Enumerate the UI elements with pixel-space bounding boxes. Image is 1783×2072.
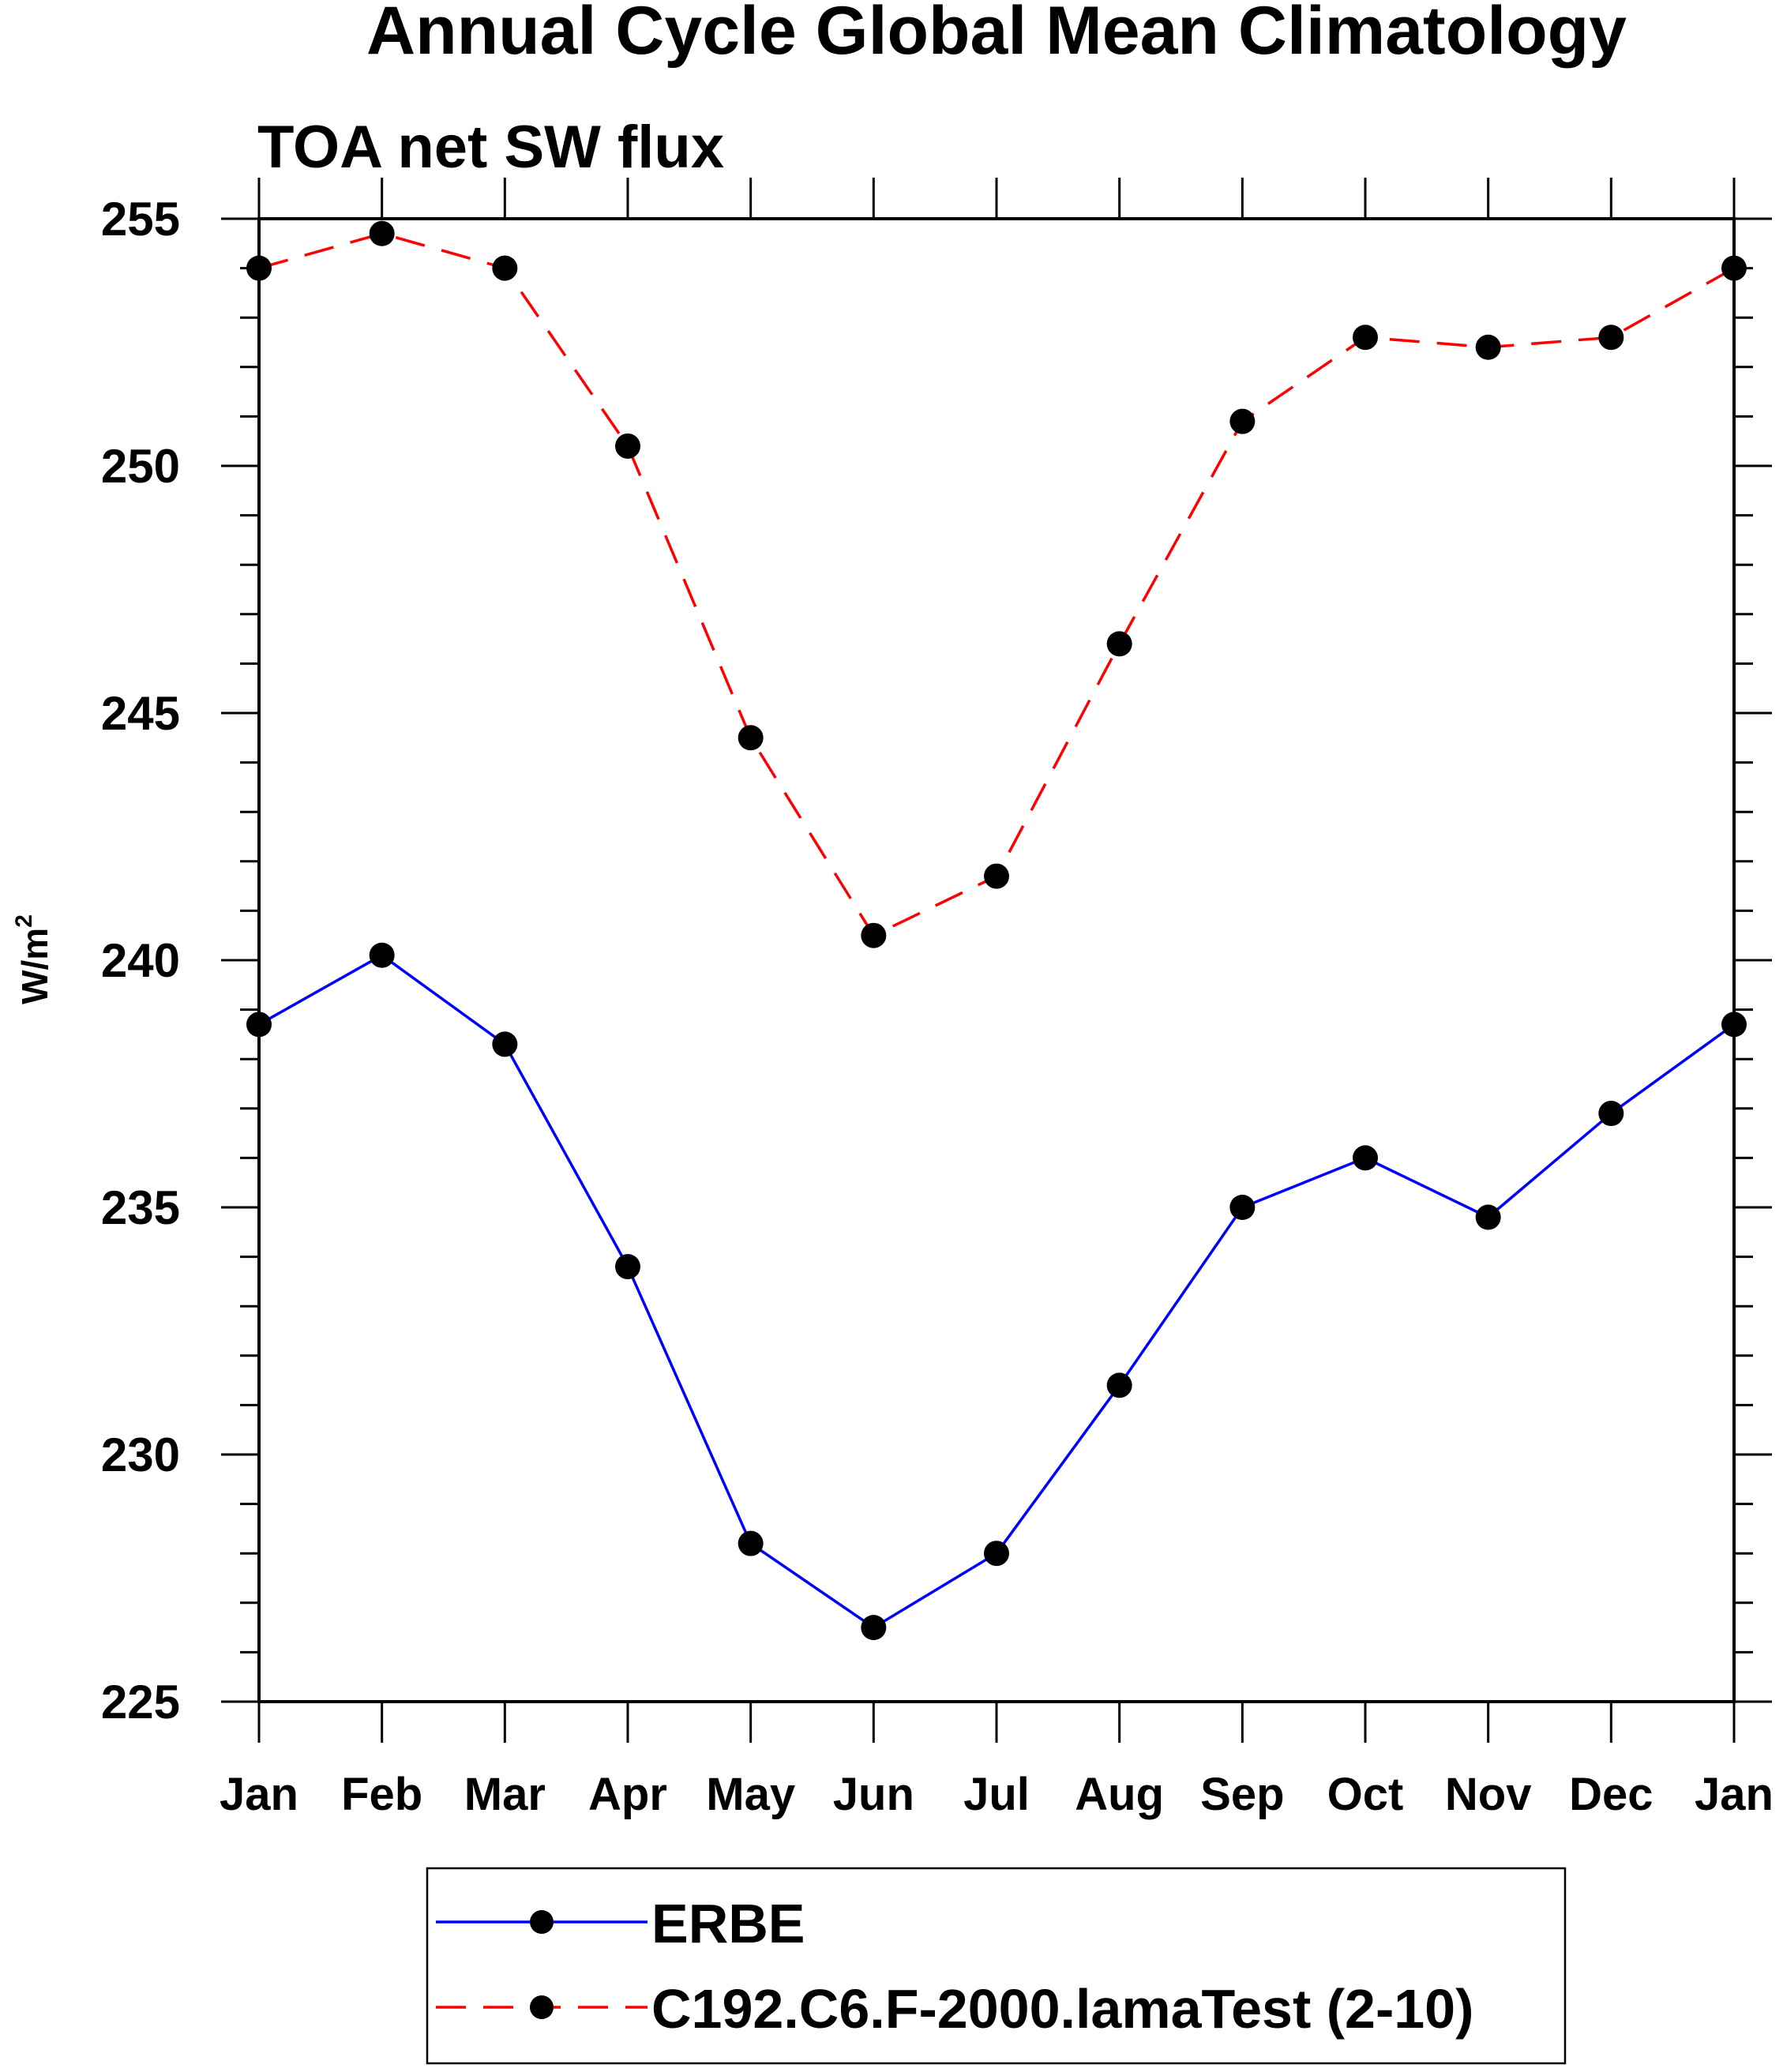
x-tick-label: Dec bbox=[1569, 1769, 1653, 1820]
data-point bbox=[1106, 631, 1132, 657]
data-point bbox=[369, 942, 395, 968]
data-point bbox=[1106, 1372, 1132, 1398]
x-tick-label: Jan bbox=[1695, 1769, 1774, 1820]
series-line-1 bbox=[258, 231, 1735, 937]
plot-frame bbox=[257, 217, 1736, 1703]
chart-title: Annual Cycle Global Mean Climatology bbox=[366, 0, 1627, 69]
x-tick-label: Sep bbox=[1200, 1769, 1284, 1820]
x-tick-label: Aug bbox=[1075, 1769, 1164, 1820]
data-point bbox=[1229, 1195, 1256, 1220]
y-tick-label: 255 bbox=[101, 193, 180, 246]
x-tick-label: Jun bbox=[833, 1769, 914, 1820]
y-tick-label: 225 bbox=[101, 1676, 180, 1729]
y-tick-label: 235 bbox=[101, 1181, 180, 1234]
x-tick-label: Apr bbox=[588, 1769, 667, 1820]
legend-box bbox=[426, 1867, 1567, 2065]
legend-label-0: ERBE bbox=[651, 1893, 805, 1954]
y-tick-label: 240 bbox=[101, 934, 180, 987]
x-tick-label: Nov bbox=[1445, 1769, 1532, 1820]
y-tick-label: 230 bbox=[101, 1428, 180, 1481]
data-point bbox=[861, 922, 887, 948]
data-point bbox=[1229, 408, 1256, 434]
legend-label-1: C192.C6.F-2000.lamaTest (2-10) bbox=[651, 1978, 1473, 2040]
legend-marker-1 bbox=[530, 1995, 554, 2019]
data-point bbox=[984, 1541, 1009, 1567]
y-tick-label: 245 bbox=[101, 687, 180, 740]
data-point bbox=[738, 1530, 764, 1556]
legend: ERBE C192.C6.F-2000.lamaTest (2-10) bbox=[436, 1893, 1473, 2040]
x-tick-label: May bbox=[706, 1769, 795, 1820]
data-point bbox=[861, 1615, 887, 1641]
data-point bbox=[246, 255, 272, 281]
data-point bbox=[615, 1254, 640, 1280]
data-point bbox=[1721, 1012, 1747, 1038]
data-point bbox=[1353, 1145, 1378, 1171]
data-point bbox=[492, 1031, 518, 1057]
data-point bbox=[1598, 325, 1624, 351]
data-point bbox=[1353, 325, 1378, 351]
x-tick-label: Oct bbox=[1327, 1769, 1404, 1820]
x-tick-label: Jan bbox=[220, 1769, 298, 1820]
x-tick-label: Mar bbox=[464, 1769, 546, 1820]
data-point bbox=[984, 863, 1009, 889]
data-point bbox=[492, 255, 518, 281]
data-point bbox=[1598, 1101, 1624, 1127]
axes: Jan Feb Mar Apr May Jun Jul Aug Sep Oct Nov Dec Jan 2… bbox=[101, 178, 1774, 1820]
data-point bbox=[615, 433, 640, 459]
y-axis-label-superscript: 2 bbox=[11, 914, 37, 928]
data-point bbox=[1721, 255, 1747, 281]
data-point bbox=[246, 1012, 272, 1038]
legend-marker-0 bbox=[530, 1910, 554, 1934]
x-tick-label: Feb bbox=[341, 1769, 422, 1820]
x-tick-label: Jul bbox=[963, 1769, 1030, 1820]
y-axis-label-text: W/m bbox=[14, 928, 55, 1004]
data-point bbox=[1475, 1204, 1501, 1230]
series-layer bbox=[246, 220, 1747, 1641]
data-point bbox=[369, 220, 395, 246]
data-point bbox=[1475, 334, 1501, 360]
chart-subtitle: TOA net SW flux bbox=[257, 114, 724, 181]
y-tick-label: 250 bbox=[101, 440, 180, 493]
series-line-0 bbox=[258, 953, 1736, 1630]
y-axis-label: W/m2 bbox=[11, 914, 55, 1004]
data-point bbox=[738, 725, 764, 751]
